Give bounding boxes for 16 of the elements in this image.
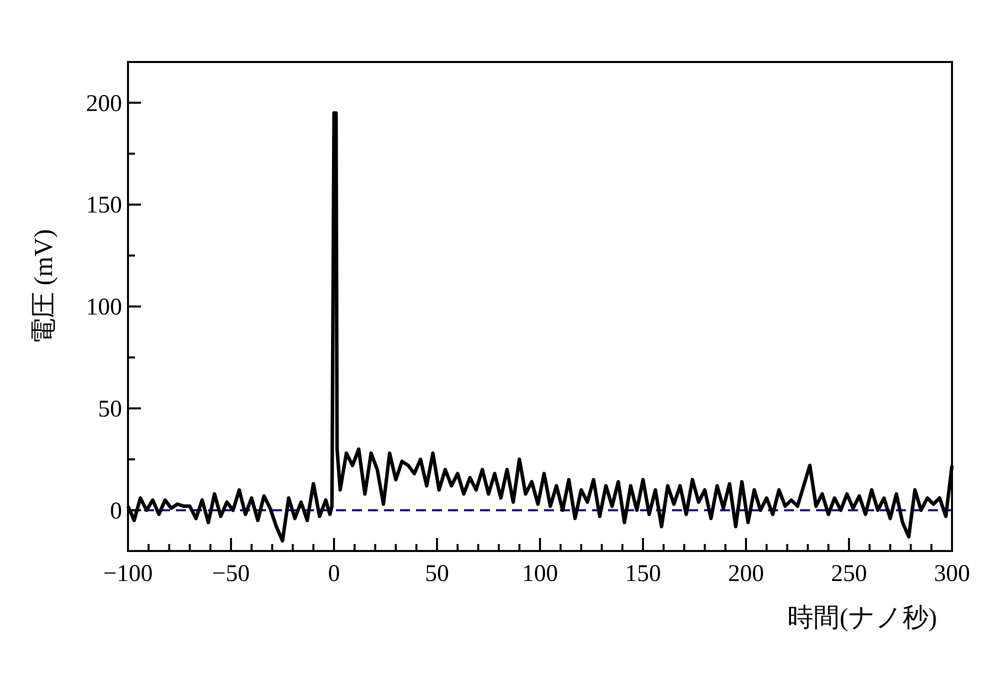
y-tick-label: 50	[98, 396, 122, 422]
y-tick-label: 150	[86, 192, 122, 219]
x-tick-label: 150	[625, 561, 661, 587]
x-tick-label: 100	[522, 561, 558, 587]
y-tick-label: 100	[86, 294, 122, 320]
x-tick-label: 0	[328, 561, 340, 587]
x-tick-label: 200	[728, 561, 764, 587]
x-tick-label: 50	[425, 561, 449, 587]
y-tick-label: 200	[86, 90, 122, 117]
x-tick-label: −100	[103, 561, 153, 587]
y-axis-title: 電圧 (mV)	[29, 229, 58, 344]
x-tick-label: 300	[934, 561, 970, 587]
y-tick-label: 0	[110, 498, 122, 524]
x-tick-label: −50	[212, 561, 250, 587]
x-axis-title: 時間(ナノ秒)	[788, 603, 937, 632]
x-tick-label: 250	[831, 561, 867, 587]
